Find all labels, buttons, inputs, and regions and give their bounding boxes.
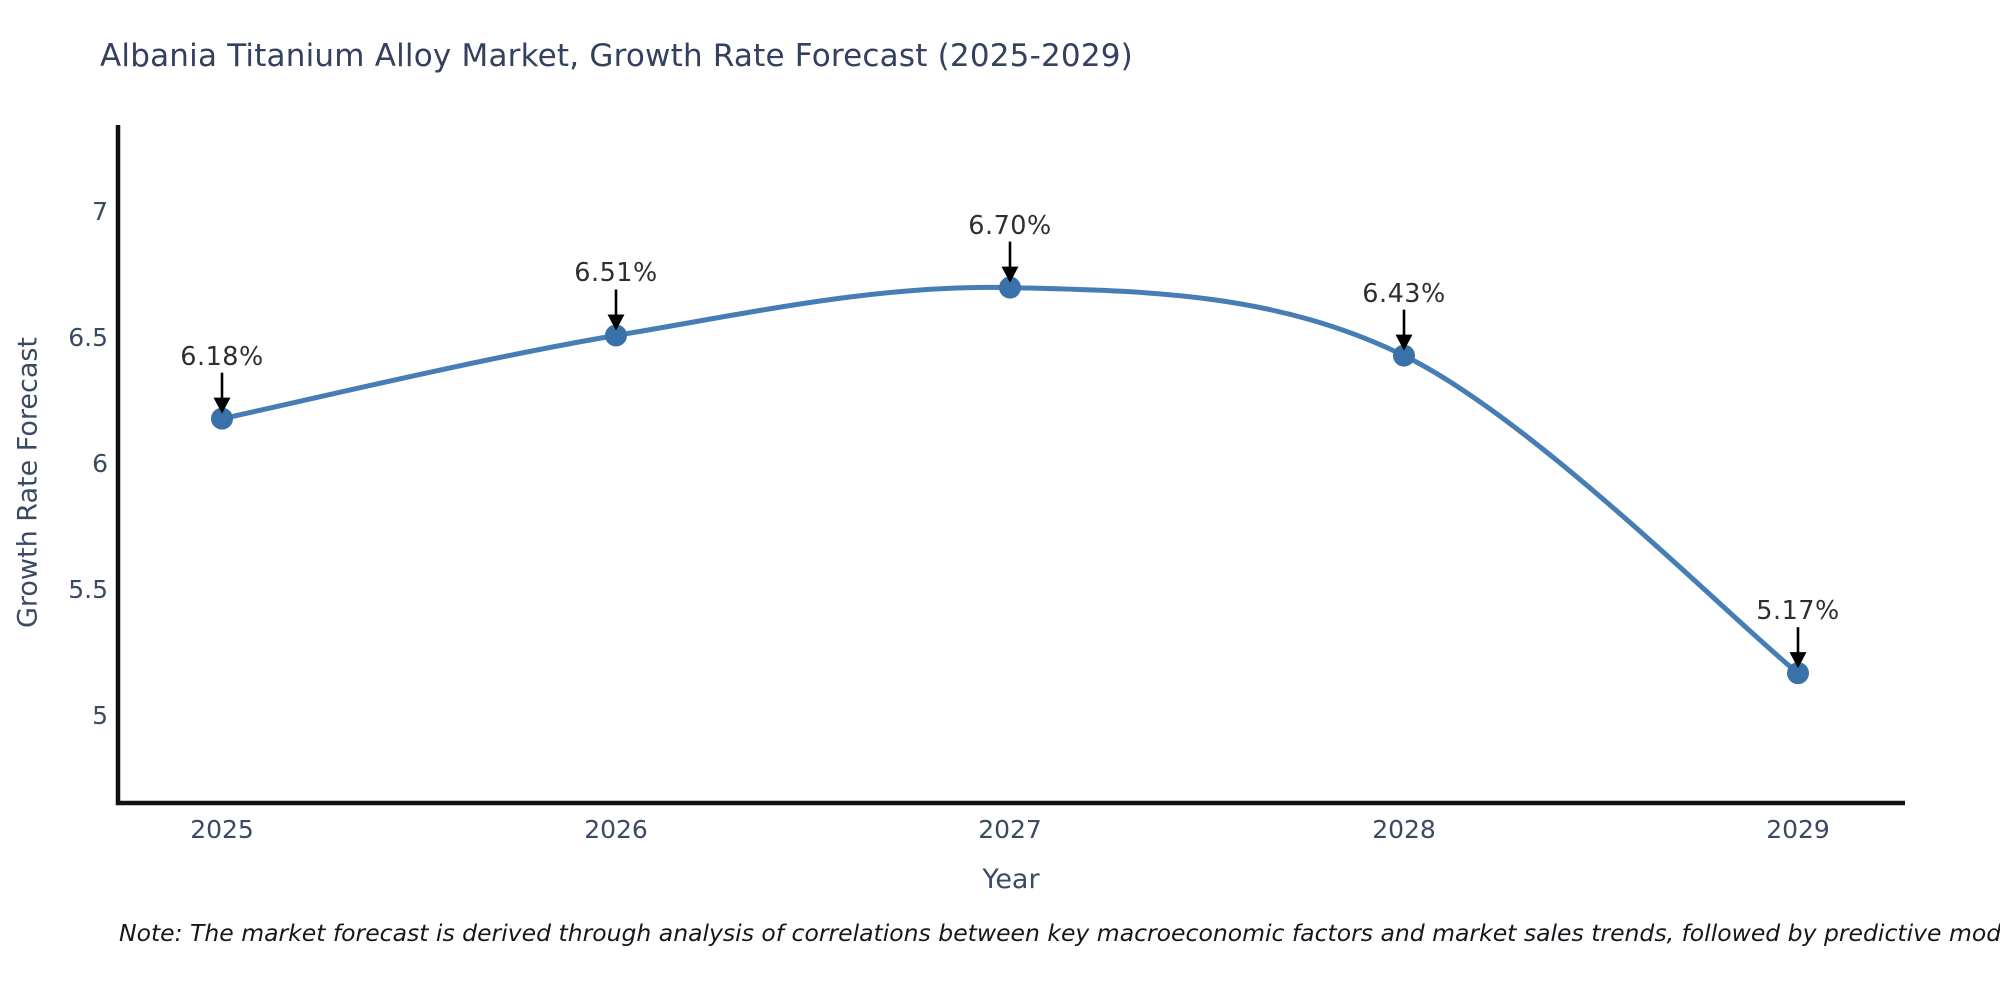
x-axis-title: Year [982,864,1040,895]
y-tick-label: 6.5 [68,323,108,352]
annotation-arrowhead [607,314,625,331]
x-tick-label: 2027 [978,815,1042,844]
trend-line [219,284,1801,676]
y-tick-label: 7 [92,197,108,226]
x-tick-label: 2029 [1766,815,1830,844]
data-point-marker [605,324,627,347]
data-point-marker [1393,344,1415,367]
annotation-arrowhead [213,397,231,414]
x-tick-label: 2025 [190,815,254,844]
annotation-arrowhead [1001,266,1019,283]
annotation-label: 6.51% [574,258,658,289]
data-point-marker [999,276,1021,299]
axis-lines [115,125,1905,806]
annotation-label: 5.17% [1756,596,1840,627]
annotation-arrowhead [1789,652,1807,669]
footnote: Note: The market forecast is derived thr… [119,919,2000,947]
annotation-label: 6.70% [968,210,1052,241]
annotation-label: 6.18% [180,341,264,372]
data-point-marker [1787,662,1809,685]
y-tick-label: 5.5 [68,575,108,604]
y-tick-label: 6 [92,449,108,478]
x-tick-label: 2028 [1372,815,1436,844]
data-point-marker [211,407,233,430]
chart-title: Albania Titanium Alloy Market, Growth Ra… [100,38,1133,74]
annotation-label: 6.43% [1362,278,1446,309]
x-tick-label: 2026 [584,815,648,844]
y-tick-label: 5 [92,701,108,730]
annotation-arrowhead [1395,334,1413,351]
